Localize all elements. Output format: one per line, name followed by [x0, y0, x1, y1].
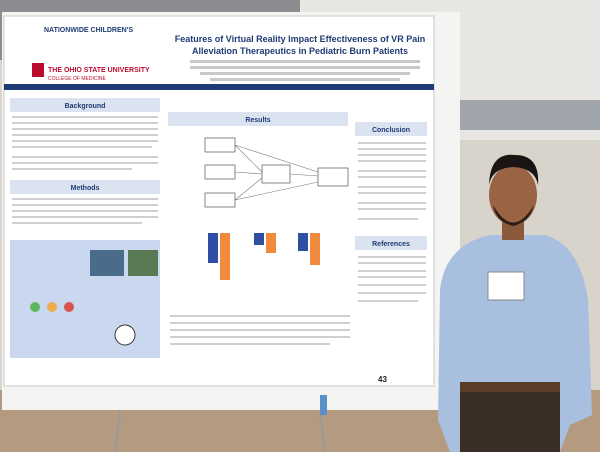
water-bottle: [320, 395, 327, 415]
body-text: [12, 116, 426, 345]
logo-osu-sub: COLLEGE OF MEDICINE: [48, 76, 106, 82]
section-title: Methods: [71, 185, 100, 192]
icon: [30, 302, 40, 312]
section-header: [168, 112, 348, 126]
balcony: [460, 100, 600, 130]
header-rule: [4, 84, 434, 90]
results-bars: [208, 233, 320, 280]
easel: [114, 409, 326, 452]
author-lines: [190, 60, 420, 81]
section-title: References: [372, 241, 410, 248]
vr-screenshot: [90, 250, 124, 276]
board-number: 43: [378, 375, 387, 384]
section-header: [10, 98, 160, 112]
logo-osu: THE OHIO STATE UNIVERSITY: [48, 67, 150, 74]
icon: [64, 302, 74, 312]
section-title: Results: [245, 117, 270, 124]
icon: [47, 302, 57, 312]
section-header: [355, 236, 427, 250]
clock-icon: [114, 324, 136, 346]
poster-title: Alleviation Therapeutics in Pediatric Bu…: [192, 46, 408, 56]
section-header: [355, 122, 427, 136]
section-title: Conclusion: [372, 127, 410, 134]
poster-title: Features of Virtual Reality Impact Effec…: [175, 34, 425, 44]
vr-screenshot: [128, 250, 158, 276]
path-diagram: [204, 137, 349, 208]
section-title: Background: [65, 103, 106, 110]
osu-logo-mark: [32, 63, 44, 77]
logo-nationwide: NATIONWIDE CHILDREN'S: [44, 27, 133, 34]
diagram-arrows: [234, 144, 319, 201]
person: [438, 154, 592, 452]
section-header: [10, 180, 160, 194]
